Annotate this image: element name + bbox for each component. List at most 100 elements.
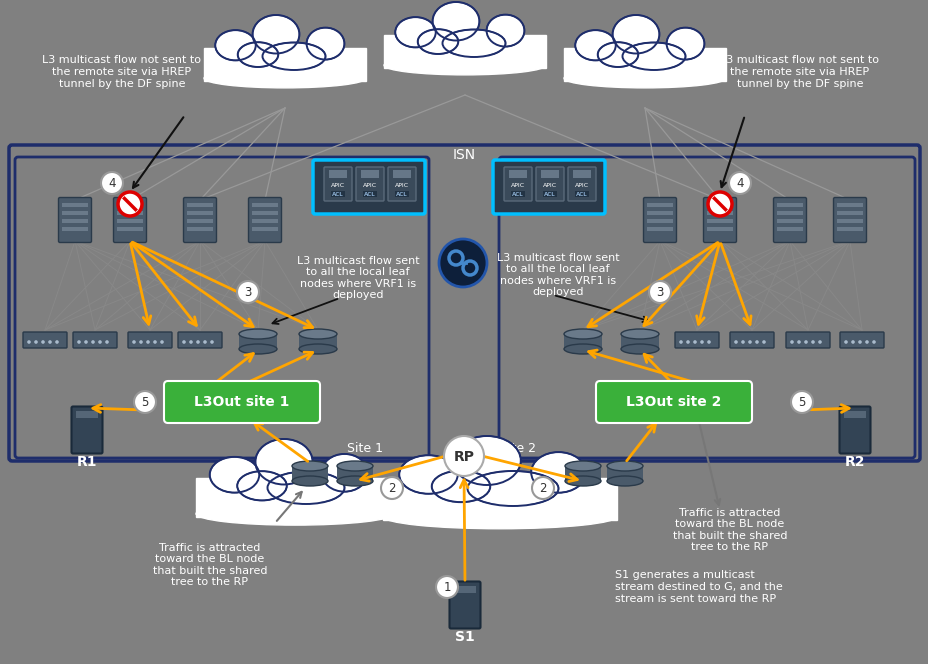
Text: R1: R1 — [77, 455, 97, 469]
Text: 4: 4 — [736, 177, 743, 190]
Ellipse shape — [564, 476, 600, 486]
Ellipse shape — [564, 461, 600, 471]
Ellipse shape — [291, 476, 328, 486]
Bar — [361, 170, 379, 178]
FancyBboxPatch shape — [564, 466, 600, 481]
Circle shape — [118, 192, 142, 216]
Text: Traffic is attracted
toward the BL node
that built the shared
tree to the RP: Traffic is attracted toward the BL node … — [672, 507, 786, 552]
Bar — [117, 211, 143, 215]
Circle shape — [761, 340, 765, 344]
Circle shape — [678, 340, 682, 344]
Circle shape — [380, 477, 403, 499]
Bar — [836, 203, 862, 207]
Text: S1 generates a multicast
stream destined to G, and the
stream is sent toward the: S1 generates a multicast stream destined… — [614, 570, 782, 604]
Bar — [706, 227, 732, 231]
Ellipse shape — [486, 15, 523, 46]
FancyBboxPatch shape — [337, 466, 373, 481]
Bar — [62, 203, 88, 207]
Bar — [706, 211, 732, 215]
FancyBboxPatch shape — [71, 406, 102, 454]
Circle shape — [864, 340, 868, 344]
Ellipse shape — [252, 15, 299, 54]
FancyBboxPatch shape — [196, 478, 393, 517]
Text: APIC: APIC — [394, 183, 408, 187]
Circle shape — [210, 340, 213, 344]
Ellipse shape — [237, 471, 287, 501]
Bar — [776, 219, 802, 223]
Ellipse shape — [453, 436, 521, 485]
Bar — [62, 227, 88, 231]
Bar — [646, 227, 672, 231]
Circle shape — [857, 340, 861, 344]
FancyBboxPatch shape — [729, 332, 773, 348]
Circle shape — [850, 340, 854, 344]
FancyBboxPatch shape — [23, 332, 67, 348]
Bar — [117, 227, 143, 231]
Ellipse shape — [432, 471, 490, 502]
Circle shape — [132, 340, 135, 344]
Circle shape — [871, 340, 875, 344]
FancyBboxPatch shape — [567, 167, 596, 201]
FancyBboxPatch shape — [164, 381, 319, 423]
FancyBboxPatch shape — [299, 334, 337, 349]
Circle shape — [844, 340, 847, 344]
Text: 3: 3 — [655, 286, 663, 299]
Ellipse shape — [337, 461, 373, 471]
Bar — [706, 203, 732, 207]
Circle shape — [707, 192, 731, 216]
Circle shape — [48, 340, 52, 344]
FancyBboxPatch shape — [449, 582, 480, 629]
FancyBboxPatch shape — [839, 332, 883, 348]
Ellipse shape — [597, 42, 638, 67]
Circle shape — [134, 391, 156, 413]
Ellipse shape — [267, 471, 344, 504]
Ellipse shape — [238, 42, 278, 67]
Ellipse shape — [299, 329, 337, 339]
FancyBboxPatch shape — [504, 167, 532, 201]
Ellipse shape — [622, 42, 685, 70]
Circle shape — [444, 436, 483, 476]
Circle shape — [733, 340, 737, 344]
Text: 5: 5 — [141, 396, 148, 409]
FancyBboxPatch shape — [324, 167, 352, 201]
Ellipse shape — [238, 344, 277, 354]
Text: 2: 2 — [538, 482, 547, 495]
FancyBboxPatch shape — [291, 466, 328, 481]
Circle shape — [55, 340, 58, 344]
Ellipse shape — [620, 344, 658, 354]
Bar — [836, 227, 862, 231]
Bar — [646, 219, 672, 223]
FancyBboxPatch shape — [388, 167, 416, 201]
Ellipse shape — [306, 28, 344, 60]
Circle shape — [818, 340, 821, 344]
Circle shape — [747, 340, 751, 344]
Circle shape — [34, 340, 38, 344]
FancyBboxPatch shape — [73, 332, 117, 348]
FancyBboxPatch shape — [313, 160, 424, 214]
FancyBboxPatch shape — [675, 332, 718, 348]
Bar — [573, 170, 590, 178]
Bar — [251, 211, 277, 215]
Ellipse shape — [210, 457, 259, 493]
Text: S1: S1 — [455, 630, 474, 644]
Circle shape — [139, 340, 143, 344]
Ellipse shape — [606, 476, 642, 486]
Circle shape — [41, 340, 45, 344]
Circle shape — [84, 340, 88, 344]
FancyBboxPatch shape — [620, 334, 658, 349]
Text: 4: 4 — [109, 177, 116, 190]
FancyBboxPatch shape — [606, 466, 642, 481]
FancyBboxPatch shape — [383, 35, 546, 68]
FancyBboxPatch shape — [785, 332, 829, 348]
Circle shape — [649, 281, 670, 303]
Text: ACL: ACL — [364, 191, 376, 197]
Circle shape — [91, 340, 95, 344]
Circle shape — [160, 340, 163, 344]
Bar — [187, 203, 213, 207]
Circle shape — [439, 239, 486, 287]
Ellipse shape — [204, 68, 366, 88]
Text: L3 multicast flow not sent to
the remote site via HREP
tunnel by the DF spine: L3 multicast flow not sent to the remote… — [43, 55, 201, 88]
Bar — [187, 219, 213, 223]
Circle shape — [728, 172, 750, 194]
FancyBboxPatch shape — [58, 197, 91, 242]
